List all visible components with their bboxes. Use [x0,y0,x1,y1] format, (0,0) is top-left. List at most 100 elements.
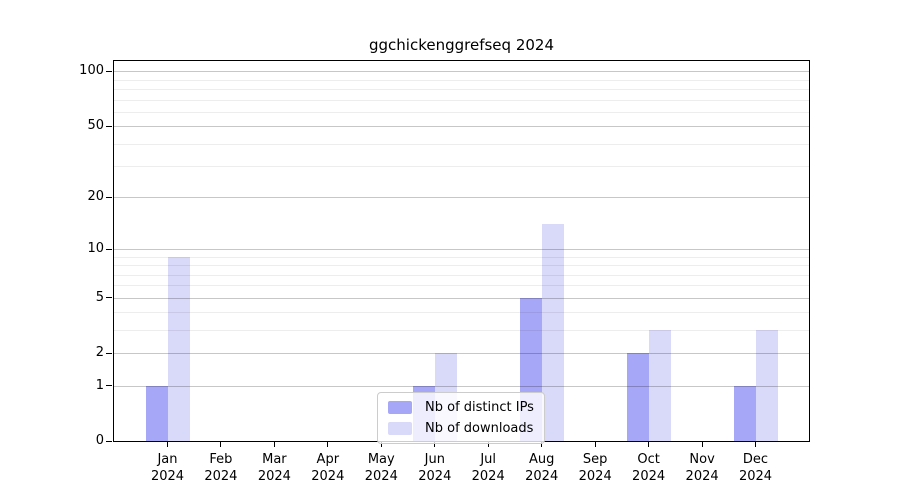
y-tick-mark [106,385,112,387]
y-tick-mark [106,196,112,198]
y-tick-label: 5 [95,289,104,305]
x-tick-label: Oct 2024 [632,451,665,485]
x-tick-year: 2024 [632,469,666,484]
major-gridline [114,385,809,387]
minor-gridline [114,89,809,91]
gridlines-layer [114,61,809,441]
minor-gridline [114,274,809,276]
x-tick-year: 2024 [471,469,505,484]
x-tick-mark [434,442,436,447]
x-tick-mark [701,442,703,447]
y-tick-label: 10 [87,241,104,256]
minor-gridline [114,285,809,287]
x-tick-label: Jan 2024 [151,451,184,485]
legend: Nb of distinct IPs Nb of downloads [377,392,545,444]
minor-gridline [114,143,809,145]
x-tick-mark [541,442,543,447]
x-tick-year: 2024 [364,469,398,484]
y-tick-label: 0 [95,433,104,448]
x-tick-year: 2024 [525,469,559,484]
major-gridline [114,126,809,128]
bar-downloads [648,330,671,441]
x-tick-mark [166,442,169,447]
x-tick-label: Mar 2024 [258,451,291,485]
x-tick-label: Dec 2024 [739,451,772,485]
x-tick-month: Mar [262,452,287,467]
x-tick-month: Apr [316,452,340,467]
x-tick-mark [754,442,757,447]
x-tick-month: Sep [582,452,608,467]
x-tick-year: 2024 [204,469,238,484]
x-tick-month: Oct [637,452,660,467]
x-tick-year: 2024 [685,469,719,484]
bar-downloads [755,330,778,441]
y-tick-mark [106,125,112,127]
y-tick-label: 20 [87,189,104,205]
bar-downloads [167,256,190,441]
minor-gridline [114,111,809,113]
x-tick-label: Jun 2024 [418,451,451,485]
x-tick-label: Feb 2024 [204,451,237,485]
y-tick-label: 100 [79,63,104,79]
x-tick-label: Apr 2024 [311,451,344,485]
minor-gridline [114,312,809,314]
minor-gridline [114,256,809,258]
x-tick-month: Jul [480,452,497,467]
x-tick-mark [273,442,275,447]
legend-item-downloads: Nb of downloads [388,421,534,436]
x-tick-month: Feb [209,452,233,467]
major-gridline [114,249,809,250]
major-gridline [114,353,809,354]
x-tick-month: Dec [742,452,769,467]
x-tick-label: Aug 2024 [525,451,558,485]
x-tick-label: May 2024 [365,451,398,485]
x-tick-mark [487,442,489,447]
x-tick-label: Jul 2024 [472,451,505,485]
x-tick-year: 2024 [150,469,185,484]
x-tick-month: May [367,452,395,467]
x-tick-month: Nov [689,452,715,467]
major-gridline [114,297,809,299]
bar-distinct-ips [733,385,756,441]
x-tick-mark [380,442,382,447]
x-tick-month: Aug [528,452,555,467]
y-tick-mark [106,297,112,299]
x-tick-mark [220,442,222,447]
x-tick-label: Sep 2024 [579,451,612,485]
y-tick-label: 1 [95,377,104,393]
minor-gridline [114,330,809,331]
chart-title: ggchickenggrefseq 2024 [369,36,554,54]
x-tick-label: Nov 2024 [686,451,719,485]
x-tick-year: 2024 [578,469,612,484]
y-tick-label: 50 [87,118,104,134]
x-tick-month: Jun [424,452,445,467]
x-tick-year: 2024 [418,469,452,484]
x-tick-month: Jan [157,452,178,467]
y-tick-mark [106,352,112,354]
plot-area: Nb of distinct IPs Nb of downloads [113,60,810,444]
legend-item-distinct-ips: Nb of distinct IPs [388,400,534,415]
minor-gridline [114,99,809,101]
bar-downloads [541,224,564,441]
x-tick-year: 2024 [311,469,345,484]
major-gridline [114,71,809,73]
y-tick-mark [106,248,112,250]
x-tick-mark [648,442,650,447]
x-tick-year: 2024 [738,469,773,484]
y-tick-mark [106,70,112,73]
minor-gridline [114,166,809,167]
minor-gridline [114,79,809,81]
bar-distinct-ips [145,385,168,441]
y-tick-label: 2 [95,345,104,360]
major-gridline [114,197,809,199]
minor-gridline [114,265,809,266]
bar-distinct-ips [626,353,649,441]
y-tick-mark [106,440,112,442]
x-tick-mark [327,442,329,447]
x-tick-year: 2024 [257,469,291,484]
legend-swatch-downloads [388,422,412,435]
legend-label-downloads: Nb of downloads [425,421,534,436]
legend-swatch-distinct-ips [388,401,412,414]
legend-label-distinct-ips: Nb of distinct IPs [425,400,534,415]
